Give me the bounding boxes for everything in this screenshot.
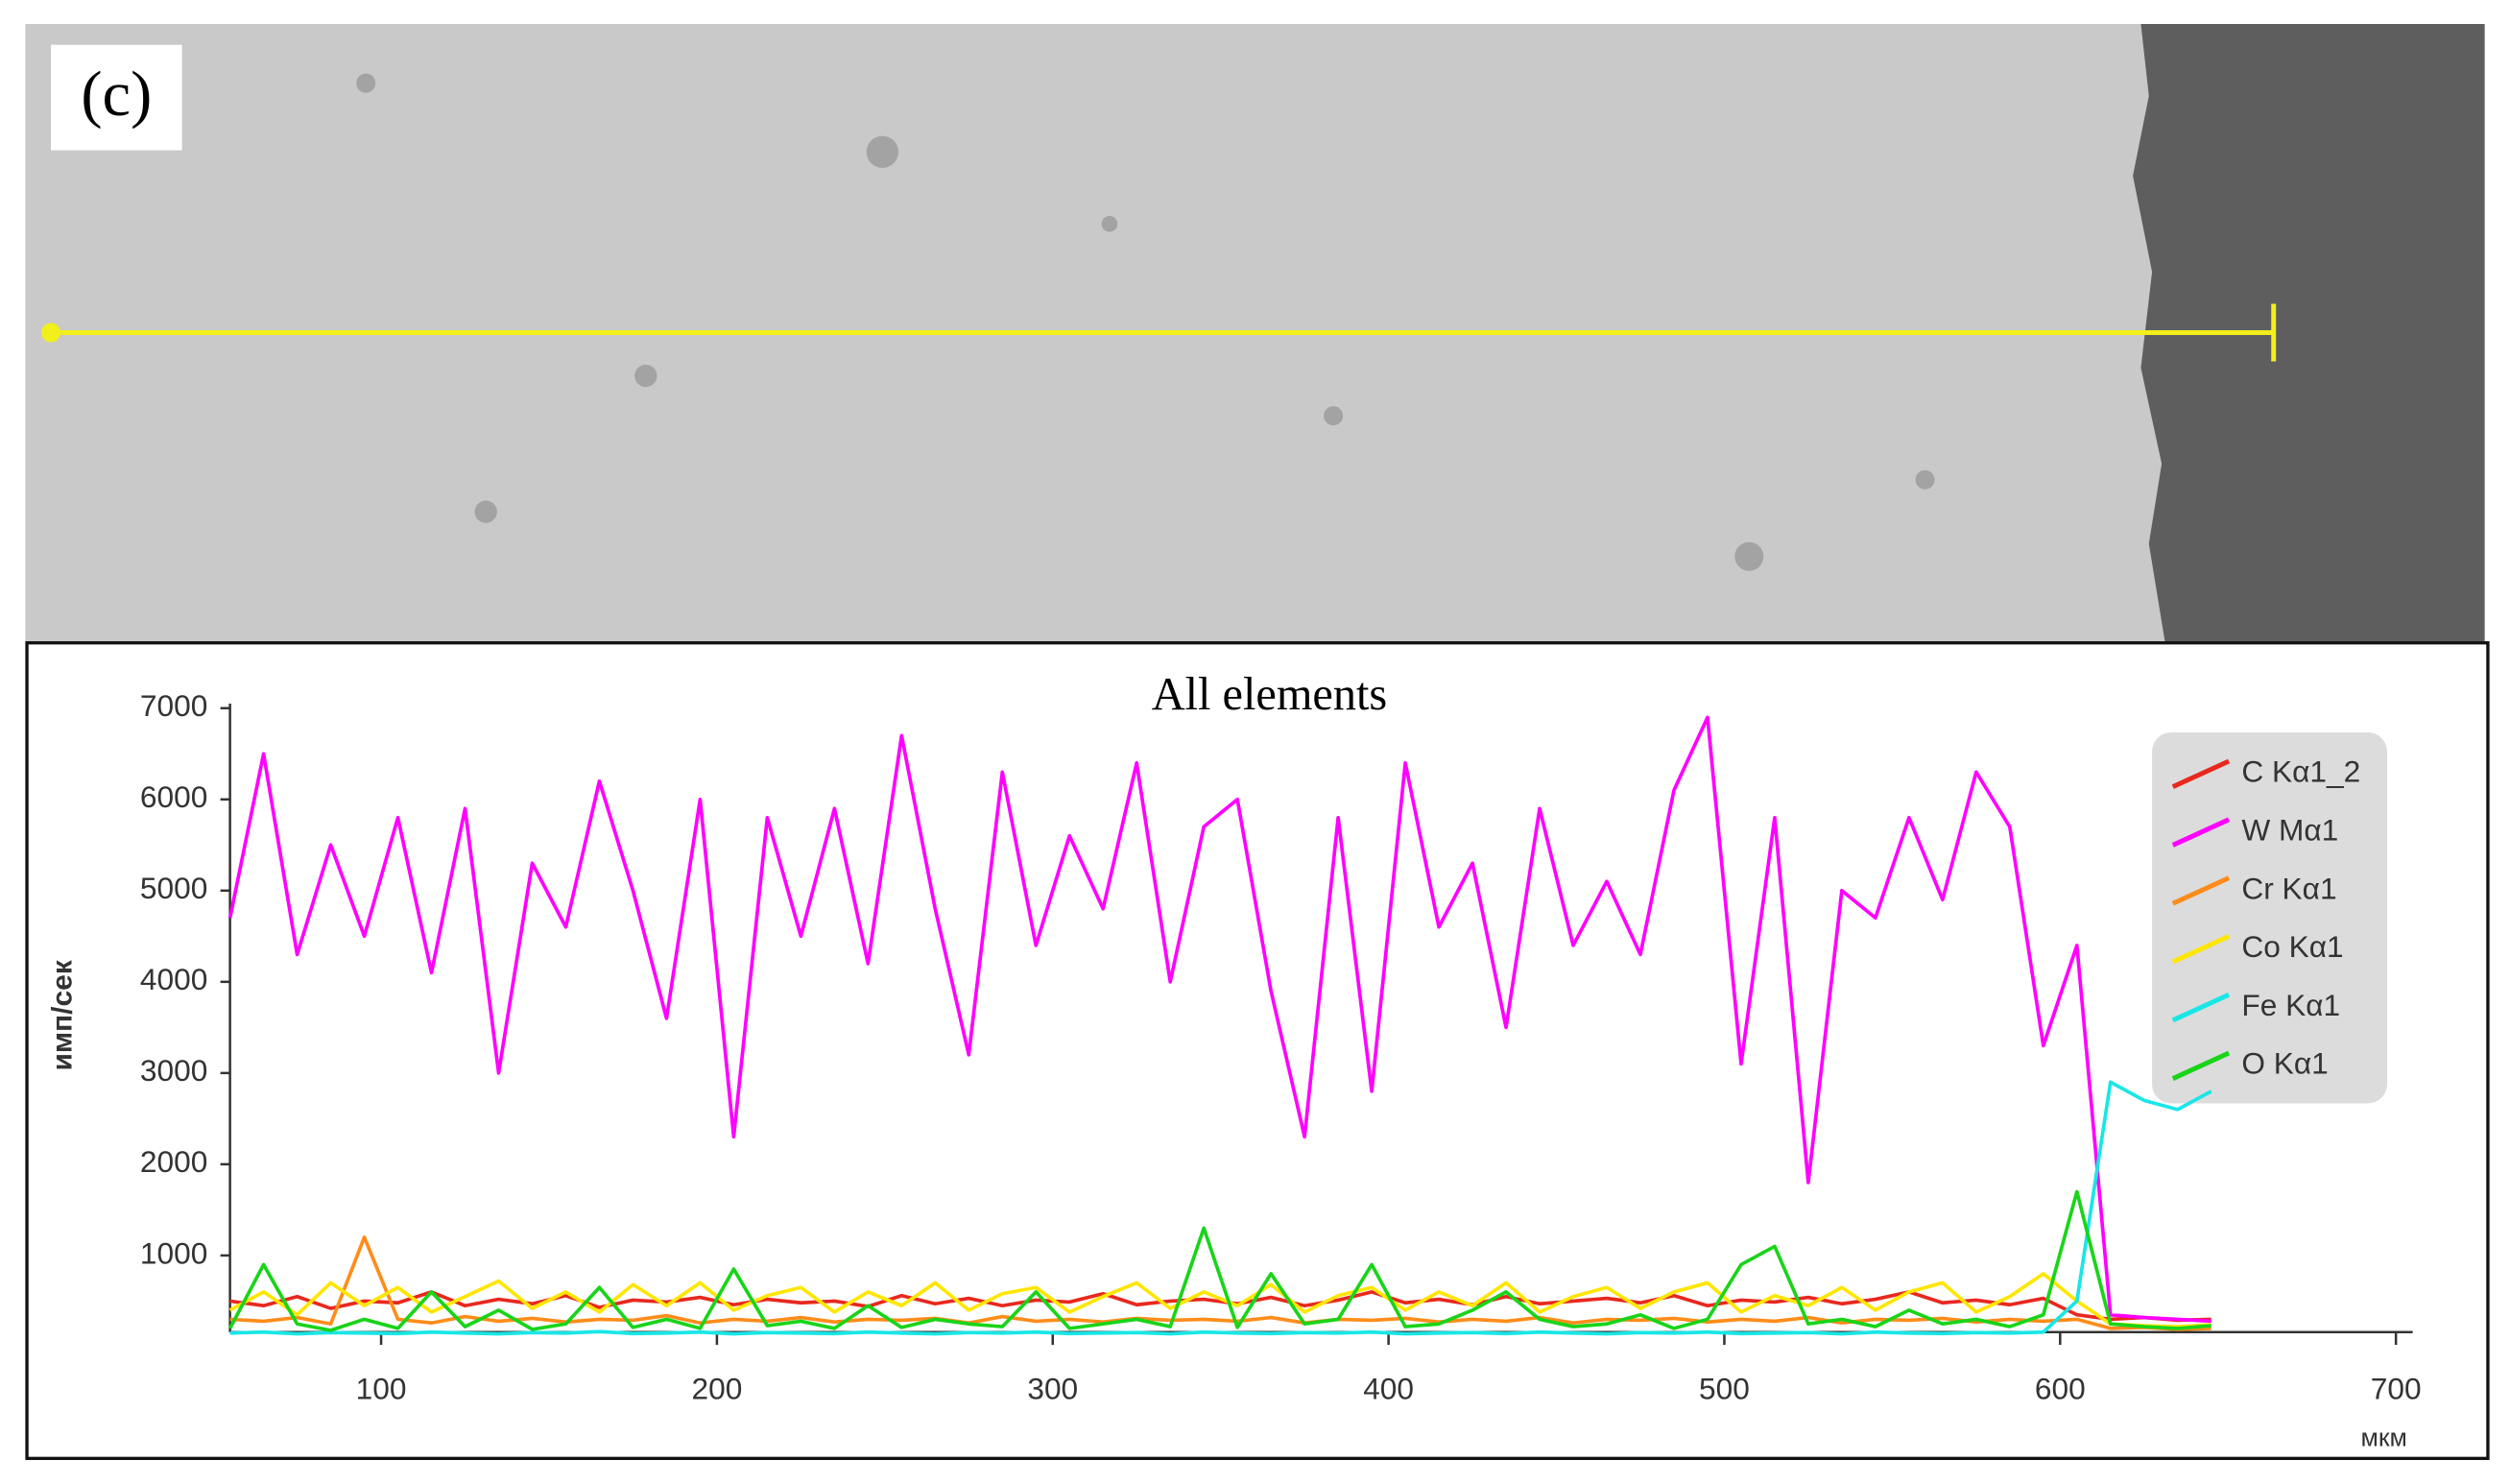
series-line <box>228 1272 2211 1328</box>
legend-swatch <box>2171 817 2231 848</box>
legend-swatch <box>2171 875 2231 906</box>
x-tick-label: 600 <box>2035 1372 2086 1406</box>
panel-label-box <box>51 44 182 151</box>
legend-swatch <box>2171 1050 2231 1081</box>
legend-label: Cr Kα1 <box>2241 871 2336 905</box>
panel-label: (c) <box>81 60 152 130</box>
y-tick-label: 2000 <box>140 1144 207 1179</box>
x-tick-label: 300 <box>1027 1372 1078 1406</box>
series-line <box>227 715 2211 1324</box>
y-tick-label: 5000 <box>140 871 207 905</box>
legend-label: Fe Kα1 <box>2241 988 2340 1022</box>
legend-label: W Mα1 <box>2241 812 2338 847</box>
series-line <box>229 1290 2211 1323</box>
y-tick-label: 1000 <box>140 1235 207 1270</box>
y-tick-label: 3000 <box>140 1053 207 1088</box>
y-axis-label: имп/сек <box>46 959 78 1070</box>
x-axis-label: мкм <box>2361 1423 2407 1451</box>
legend-label: C Kα1_2 <box>2241 754 2360 789</box>
legend-swatch <box>2171 934 2231 965</box>
y-tick-label: 7000 <box>140 688 207 723</box>
y-tick-label: 4000 <box>140 962 207 996</box>
chart-title: All elements <box>1152 669 1387 720</box>
x-tick-label: 500 <box>1699 1372 1750 1406</box>
x-tick-label: 200 <box>692 1372 743 1406</box>
legend-swatch <box>2171 992 2231 1023</box>
chart-frame <box>25 641 2490 1461</box>
x-tick-label: 700 <box>2371 1372 2422 1406</box>
series-line <box>228 1189 2211 1332</box>
scan-start <box>41 323 61 343</box>
x-tick-label: 400 <box>1363 1372 1414 1406</box>
sem-dark-region <box>2133 23 2485 642</box>
sem-texture <box>356 73 1935 571</box>
legend-swatch <box>2171 758 2231 789</box>
series-line <box>229 1235 2211 1331</box>
series-line <box>229 1080 2212 1336</box>
legend-label: O Kα1 <box>2241 1046 2328 1081</box>
x-tick-label: 100 <box>356 1372 407 1406</box>
legend-label: Co Kα1 <box>2241 929 2343 964</box>
y-tick-label: 6000 <box>140 779 207 814</box>
